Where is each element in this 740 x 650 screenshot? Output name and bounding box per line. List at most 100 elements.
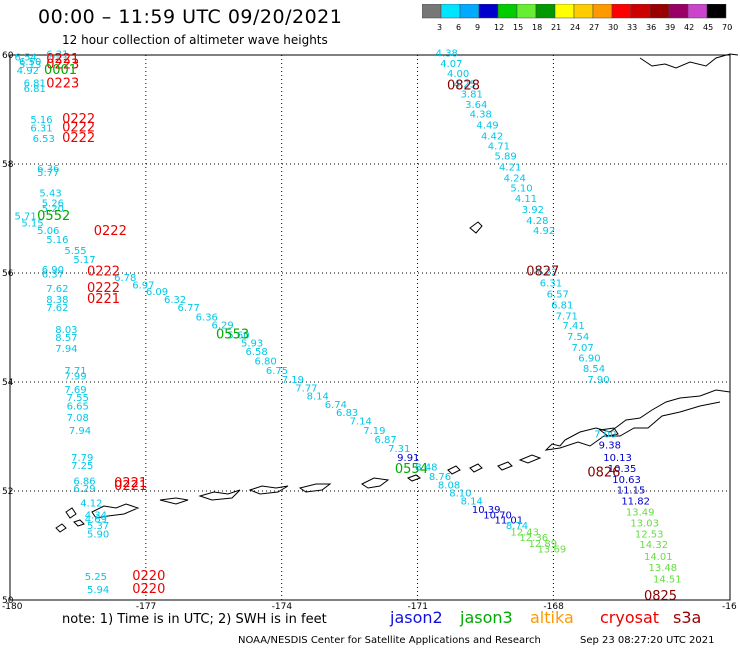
satellite-legend-jason3: jason3	[460, 608, 513, 627]
colorbar-label: 27	[589, 23, 599, 32]
swh-value: 8.14	[307, 391, 329, 402]
swh-value: 7.94	[69, 426, 91, 437]
colorbar-label: 24	[570, 23, 580, 32]
swh-value: 5.77	[37, 168, 59, 179]
swh-value: 6.37	[42, 269, 64, 280]
swh-value: 4.38	[470, 110, 492, 121]
swh-value: 13.48	[648, 563, 677, 574]
swh-value: 6.36	[37, 164, 59, 175]
swh-value: 4.07	[440, 59, 462, 70]
swh-value: 4.25	[454, 80, 476, 91]
lat-tick-label: 60	[2, 51, 14, 61]
swh-value: 8.76	[429, 472, 451, 483]
swh-value: 6.77	[178, 303, 200, 314]
pass-time-label: 0223	[46, 77, 79, 92]
swh-value: 8.54	[583, 364, 605, 375]
colorbar-label: 3	[437, 23, 442, 32]
map-subtitle: 12 hour collection of altimeter wave hei…	[62, 33, 328, 47]
swh-value: 8.38	[46, 295, 68, 306]
pass-time-label: 0221	[87, 292, 120, 307]
coastline	[55, 53, 739, 533]
swh-value: 7.90	[587, 375, 609, 386]
swh-value: 6.81	[24, 84, 46, 95]
colorbar-label: 21	[551, 23, 561, 32]
swh-value: 14.01	[644, 552, 673, 563]
swh-value: 6.31	[30, 123, 52, 134]
satellite-legend-altika: altika	[530, 608, 574, 627]
pass-time-label: 0221	[114, 476, 147, 491]
colorbar-label: 45	[703, 23, 713, 32]
swh-value: 4.71	[488, 141, 510, 152]
swh-value: 12.36	[519, 533, 548, 544]
map-border	[9, 54, 731, 601]
pass-time-label: 0220	[132, 569, 165, 584]
pass-time-label: 0221	[114, 479, 147, 494]
swh-value: 11.82	[621, 497, 650, 508]
pass-time-label: 0222	[62, 120, 95, 135]
swh-value: 10.35	[608, 464, 637, 475]
lat-lon-grid	[9, 54, 731, 601]
swh-value: 6.29	[73, 484, 95, 495]
swh-value: 14.32	[639, 540, 668, 551]
pass-time-label: 0222	[87, 281, 120, 296]
swh-value: 5.16	[30, 115, 52, 126]
swh-value: 9.91	[397, 453, 419, 464]
colorbar-label: 70	[722, 23, 732, 32]
swh-value: 7.08	[67, 413, 89, 424]
swh-value: 4.11	[515, 194, 537, 205]
swh-value: 5.06	[37, 226, 59, 237]
swh-value: 6.81	[551, 300, 573, 311]
lon-tick-label: -174	[272, 602, 293, 610]
swh-value: 7.62	[46, 284, 68, 295]
swh-value: 13.49	[626, 508, 655, 519]
swh-value: 8.14	[461, 497, 483, 508]
swh-value: 7.62	[46, 303, 68, 314]
pass-time-label: 0828	[447, 78, 480, 93]
swh-value: 6.54	[15, 52, 37, 63]
swh-value: 3.81	[461, 90, 483, 101]
swh-value: 8.48	[415, 462, 437, 473]
lon-tick-label: -168	[543, 602, 564, 610]
pass-time-labels: 0221022300010223022202220222055202220222…	[37, 52, 677, 604]
swh-value: 13.69	[538, 545, 567, 556]
swh-value: 6.36	[196, 312, 218, 323]
swh-value: 6.53	[33, 134, 55, 145]
swh-value: 7.54	[567, 332, 589, 343]
swh-value: 6.31	[46, 50, 68, 61]
swh-value: 5.93	[241, 339, 263, 350]
swh-value: 7.00	[594, 430, 616, 441]
map-title: 00:00 – 11:59 UTC 09/20/2021	[38, 6, 343, 28]
swh-value: 5.37	[87, 521, 109, 532]
swh-value: 5.17	[73, 255, 95, 266]
swh-value: 8.10	[449, 488, 471, 499]
swh-value: 4.38	[436, 49, 458, 60]
pass-time-label: 0222	[62, 112, 95, 127]
lon-tick-label: -16	[722, 602, 737, 610]
pass-time-label: 0553	[216, 327, 249, 342]
lon-tick-label: -180	[2, 602, 23, 610]
colorbar-label: 6	[456, 23, 461, 32]
pass-time-label: 0223	[46, 58, 79, 73]
pass-time-label: 0552	[37, 209, 70, 224]
colorbar-label: 42	[684, 23, 694, 32]
pass-time-label: 0554	[395, 462, 428, 477]
swh-value: 6.50	[19, 57, 41, 68]
pass-time-label: 0222	[62, 131, 95, 146]
swh-value: 4.12	[80, 498, 102, 509]
swh-value: 10.13	[603, 453, 632, 464]
swh-value: 7.07	[572, 343, 594, 354]
swh-value: 5.55	[64, 246, 86, 257]
swh-value: 9.38	[599, 440, 621, 451]
swh-value: 4.21	[499, 163, 521, 174]
swh-value: 14.51	[653, 575, 682, 586]
swh-value: 7.41	[562, 321, 584, 332]
colorbar-label: 36	[646, 23, 656, 32]
swh-value: 6.31	[540, 279, 562, 290]
swh-value: 10.63	[612, 475, 641, 486]
swh-value: 6.90	[578, 353, 600, 364]
swh-value: 12.43	[510, 528, 539, 539]
swh-value: 11.15	[617, 486, 646, 497]
lon-tick-label: -171	[408, 602, 428, 610]
pass-time-label: 0221	[46, 52, 79, 67]
colorbar-label: 15	[513, 23, 523, 32]
